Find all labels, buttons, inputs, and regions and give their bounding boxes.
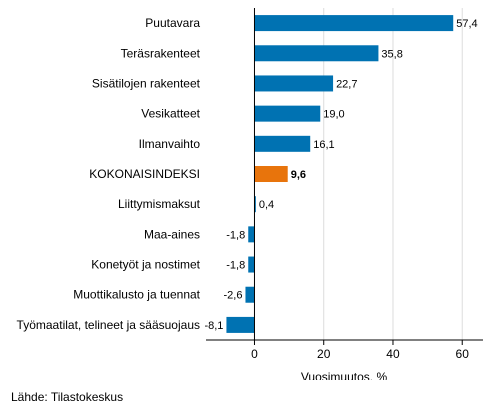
grid-lines [323, 8, 463, 340]
axes [206, 8, 483, 345]
source-note: Lähde: Tilastokeskus [11, 390, 124, 404]
bar [254, 196, 256, 213]
bar-chart: 0 20 40 60 Puutavara 57,4 Teräsrakenteet 35,8 Si… [17, 8, 483, 380]
bar [254, 75, 334, 92]
value-label: 19,0 [323, 109, 344, 121]
category-label: KOKONAISINDEKSI [89, 167, 200, 181]
x-tick-label: 40 [386, 347, 400, 361]
category-label: Teräsrakenteet [121, 46, 201, 60]
bar [254, 45, 379, 62]
x-axis-title: Vuosimuutos, % [301, 370, 388, 380]
x-tick-label: 60 [456, 347, 470, 361]
bar [248, 226, 255, 243]
value-label: -2,6 [224, 290, 243, 302]
value-label: 16,1 [313, 139, 334, 151]
value-label: 35,8 [381, 48, 402, 60]
category-label: Puutavara [145, 16, 200, 30]
value-label: 22,7 [336, 78, 357, 90]
bar [254, 166, 288, 182]
bar [254, 135, 311, 152]
category-label: Maa-aines [144, 227, 200, 241]
x-tick-label: 20 [317, 347, 331, 361]
value-label: 0,4 [259, 199, 274, 211]
category-label: Konetyöt ja nostimet [91, 258, 200, 272]
category-label: Vesikatteet [141, 107, 200, 121]
category-label: Työmaatilat, telineet ja sääsuojaus [17, 318, 200, 332]
category-label: Sisätilojen rakenteet [92, 76, 201, 90]
value-label: 57,4 [456, 18, 477, 30]
value-label: -1,8 [226, 260, 245, 272]
value-label: -1,8 [226, 229, 245, 241]
x-tick-label: 0 [251, 347, 258, 361]
bar [248, 256, 255, 273]
bar [226, 316, 255, 333]
bar [254, 15, 454, 32]
value-label: 9,6 [291, 169, 306, 181]
value-label: -8,1 [204, 320, 223, 332]
bar [254, 105, 321, 122]
bars [226, 15, 454, 333]
category-label: Ilmanvaihto [139, 137, 201, 151]
labels: 0 20 40 60 Puutavara 57,4 Teräsrakenteet 35,8 Si… [17, 16, 478, 361]
category-label: Muottikalusto ja tuennat [73, 288, 200, 302]
category-label: Liittymismaksut [118, 197, 201, 211]
bar [245, 286, 255, 303]
